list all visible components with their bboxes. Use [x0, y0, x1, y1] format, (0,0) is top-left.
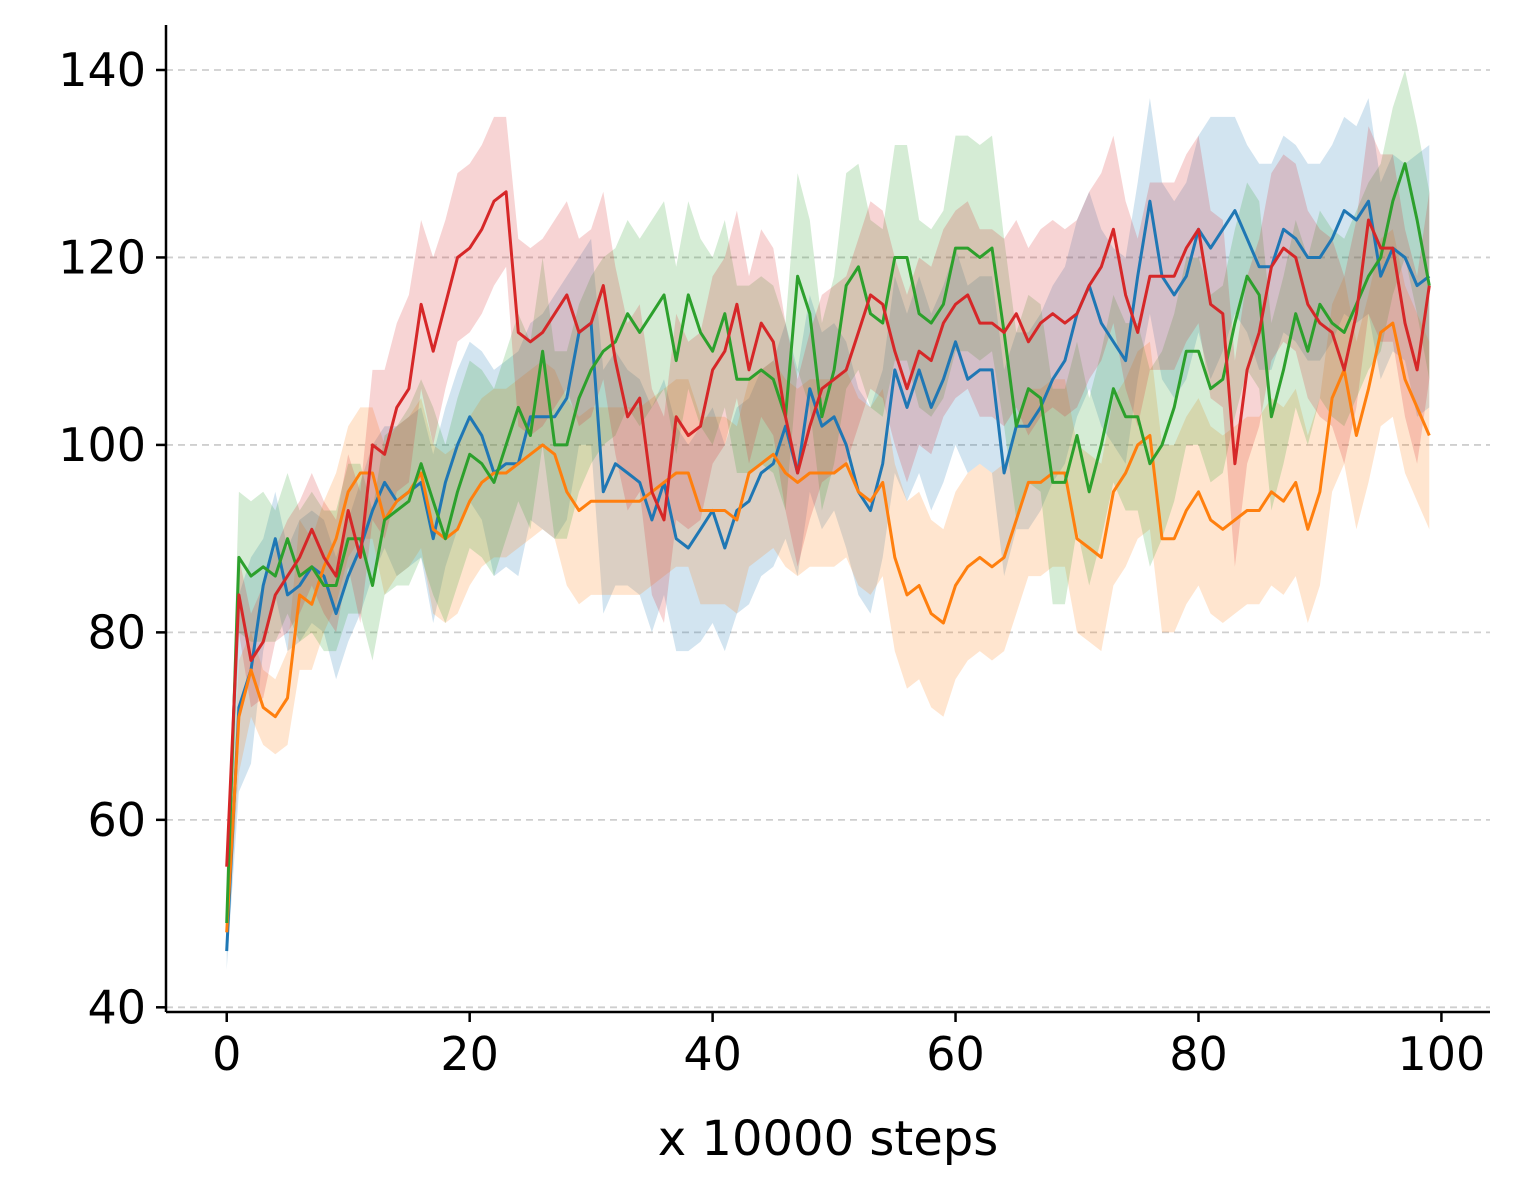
x-tick-label: 0: [212, 1027, 241, 1081]
line-series-4: [225, 190, 1431, 867]
ticks: 40 60 80 100 120 140 0 20 40 60 80 100: [58, 43, 1485, 1081]
axes: [164, 25, 1490, 1014]
y-tick-label: 80: [87, 605, 146, 659]
x-tick-label: 40: [683, 1027, 742, 1081]
x-tick-label: 20: [440, 1027, 499, 1081]
x-tick-label: 80: [1169, 1027, 1228, 1081]
line-series-3: [225, 162, 1431, 924]
y-tick-label: 140: [58, 43, 146, 97]
series-lines: [225, 162, 1431, 952]
y-tick-label: 120: [58, 230, 146, 284]
x-tick-label: 60: [926, 1027, 985, 1081]
y-tick-label: 40: [87, 980, 146, 1034]
y-tick-label: 60: [87, 793, 146, 847]
band-series-2: [226, 229, 1430, 952]
y-tick-label: 100: [58, 418, 146, 472]
confidence-bands: [226, 70, 1430, 970]
band-series-1: [226, 98, 1430, 970]
line-series-1: [225, 199, 1431, 952]
x-tick-label: 100: [1398, 1027, 1486, 1081]
line-series-2: [225, 321, 1431, 933]
x-axis-title: x 10000 steps: [658, 1111, 998, 1167]
